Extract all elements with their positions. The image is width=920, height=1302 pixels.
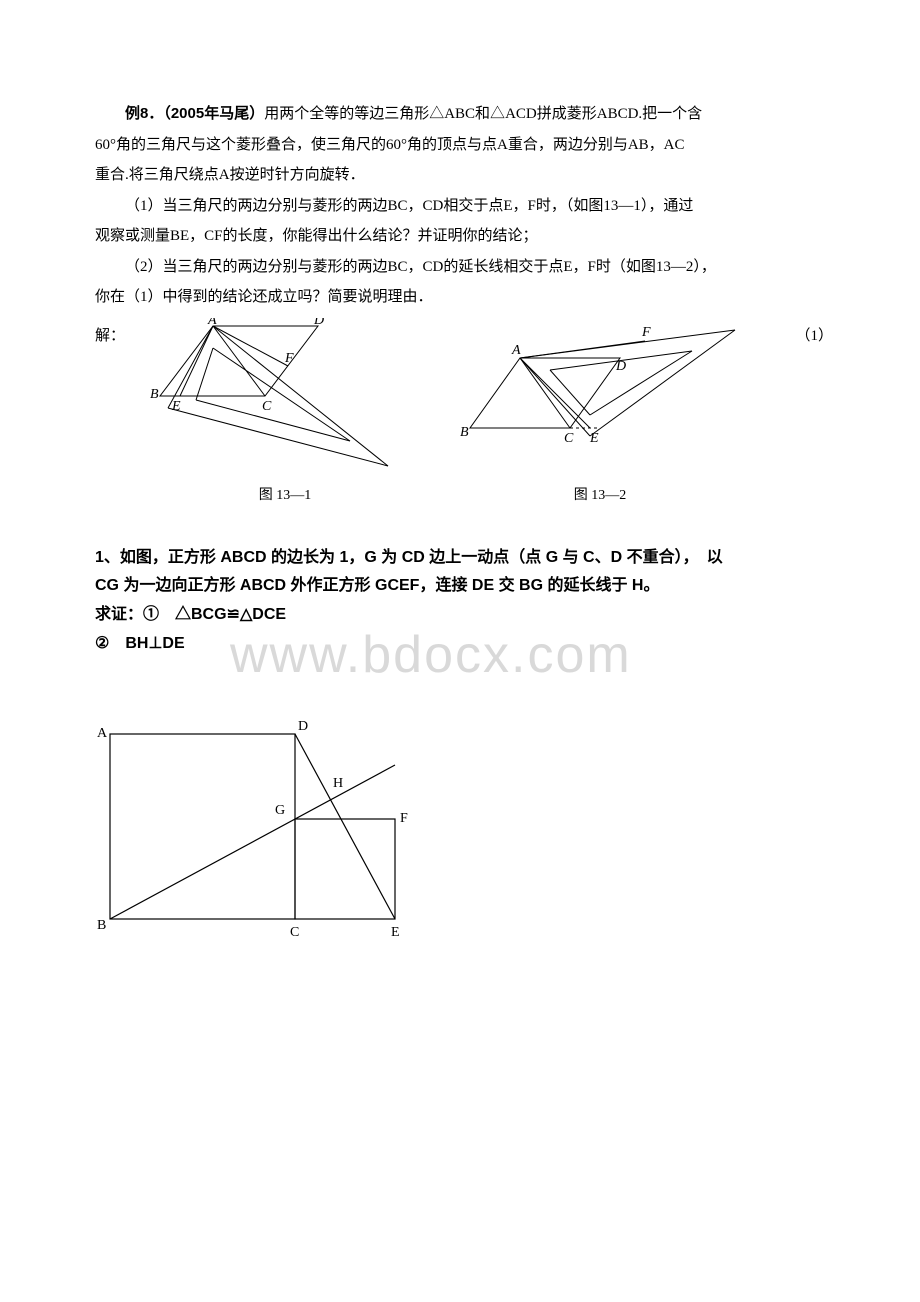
p2-label-A: A xyxy=(97,726,108,741)
p2-label-E: E xyxy=(391,925,400,940)
label-A2: A xyxy=(511,343,521,358)
problem1-line1-rest: 用两个全等的等边三角形△ABC和△ACD拼成菱形ABCD.把一个含 xyxy=(264,106,702,122)
figure-13-1: A D B C E F 图 13—1 xyxy=(150,318,420,504)
solution-label: 解： xyxy=(95,324,125,345)
label-C2: C xyxy=(564,431,574,446)
problem2-line1: 1、如图，正方形 ABCD 的边长为 1，G 为 CD 边上一动点（点 G 与 … xyxy=(95,544,825,573)
p2-label-C: C xyxy=(290,925,299,940)
label-D: D xyxy=(313,318,324,328)
diagram-13-1: A D B C E F xyxy=(150,318,420,478)
p2-label-D: D xyxy=(298,719,308,734)
label-F: F xyxy=(284,351,294,366)
figure-13-2: A D B C E F 图 13—2 xyxy=(450,318,750,504)
problem1-line3: 重合.将三角尺绕点A按逆时针方向旋转． xyxy=(95,161,825,190)
watermark: www.bdocx.com xyxy=(230,625,632,685)
figure-row: A D B C E F 图 13—1 xyxy=(95,318,825,504)
label-A: A xyxy=(207,318,217,328)
problem1-title: 例8．（2005年马尾）用两个全等的等边三角形△ABC和△ACD拼成菱形ABCD… xyxy=(95,100,825,129)
diagram-13-2: A D B C E F xyxy=(450,318,750,478)
problem2-diagram-container: A D B C E F G H xyxy=(95,714,825,944)
p2-label-G: G xyxy=(275,803,285,818)
diagram-problem2: A D B C E F G H xyxy=(95,714,415,944)
label-F2: F xyxy=(641,325,651,340)
problem1-part1b: 观察或测量BE，CF的长度，你能得出什么结论？并证明你的结论； xyxy=(95,222,825,251)
caption-13-2: 图 13—2 xyxy=(450,484,750,504)
p2-label-B: B xyxy=(97,918,106,933)
problem1-part2a: （2）当三角尺的两边分别与菱形的两边BC，CD的延长线相交于点E，F时（如图13… xyxy=(95,253,825,282)
label-B2: B xyxy=(460,425,469,440)
problem1-prefix: 例8．（2005年马尾） xyxy=(125,105,264,122)
label-C: C xyxy=(262,399,272,414)
problem1-part2b: 你在（1）中得到的结论还成立吗？简要说明理由． xyxy=(95,283,825,312)
problem1-line2: 60°角的三角尺与这个菱形叠合，使三角尺的60°角的顶点与点A重合，两边分别与A… xyxy=(95,131,825,160)
label-D2: D xyxy=(615,359,626,374)
problem1-part1a: （1）当三角尺的两边分别与菱形的两边BC，CD相交于点E，F时，（如图13—1）… xyxy=(95,192,825,221)
caption-13-1: 图 13—1 xyxy=(150,484,420,504)
answer-marker: （1） xyxy=(795,324,833,345)
label-B: B xyxy=(150,387,159,402)
p2-label-H: H xyxy=(333,776,343,791)
label-E2: E xyxy=(589,431,599,446)
p2-label-F: F xyxy=(400,811,408,826)
problem2-line2: CG 为一边向正方形 ABCD 外作正方形 GCEF，连接 DE 交 BG 的延… xyxy=(95,572,825,601)
label-E: E xyxy=(171,399,181,414)
